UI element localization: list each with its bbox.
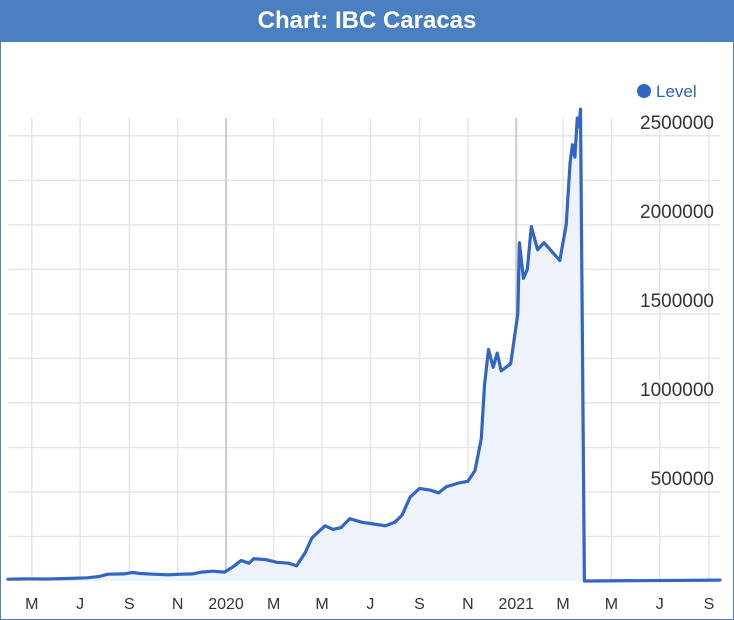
x-tick-label: J	[366, 596, 374, 613]
grid-layer	[8, 118, 720, 581]
chart-title: Chart: IBC Caracas	[0, 0, 734, 42]
y-tick-label: 1000000	[640, 380, 714, 401]
x-tick-label: S	[124, 596, 135, 613]
x-tick-label: M	[315, 596, 328, 613]
x-tick-label: N	[462, 596, 474, 613]
y-tick-label: 2000000	[640, 202, 714, 223]
y-axis-ticks: 2500000 2000000 1500000 1000000 500000	[640, 113, 714, 490]
y-tick-label: 1500000	[640, 291, 714, 312]
line-layer	[6, 107, 722, 583]
x-tick-label: 2020	[208, 596, 244, 613]
area-layer	[8, 109, 720, 581]
x-tick-label: M	[605, 596, 618, 613]
x-tick-label: M	[267, 596, 280, 613]
x-tick-label: M	[556, 596, 569, 613]
x-tick-label: M	[25, 596, 38, 613]
series-level-line[interactable]	[6, 107, 722, 583]
x-tick-label: N	[172, 596, 184, 613]
x-tick-label: J	[76, 596, 84, 613]
y-tick-label: 2500000	[640, 113, 714, 134]
x-axis-ticks: M J S N 2020 M M J S N 2021 M M J S	[25, 596, 714, 613]
x-tick-label: 2021	[498, 596, 534, 613]
x-tick-label: S	[704, 596, 715, 613]
x-tick-label: J	[656, 596, 664, 613]
legend-marker-level	[637, 84, 651, 98]
x-tick-label: S	[414, 596, 425, 613]
legend-label-level: Level	[656, 82, 697, 101]
series-level-area	[8, 109, 720, 581]
legend[interactable]: Level	[637, 82, 697, 101]
y-tick-label: 500000	[651, 469, 714, 490]
